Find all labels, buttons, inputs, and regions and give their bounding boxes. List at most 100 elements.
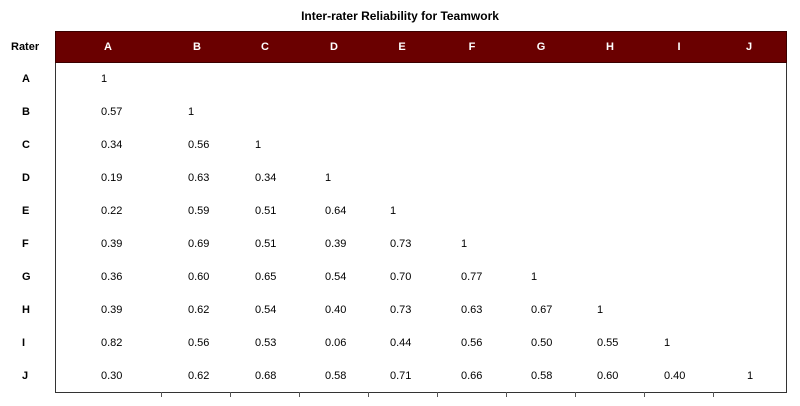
rater-header: Rater	[11, 41, 40, 53]
bottom-tick	[161, 392, 162, 397]
table-cell: 0.39	[325, 238, 347, 250]
table-cell: 0.63	[188, 172, 210, 184]
table-cell: 0.82	[101, 337, 123, 349]
header-row: Rater A B C D E F G H I J	[0, 31, 800, 63]
table-cell: 0.40	[325, 304, 347, 316]
bottom-tick	[506, 392, 507, 397]
table-cell: 1	[664, 337, 671, 349]
bottom-tick	[299, 392, 300, 397]
table-row: J 0.30 0.62 0.68 0.58 0.71 0.66 0.58 0.60 0.40 1	[0, 360, 800, 393]
table-cell: 0.60	[597, 370, 619, 382]
table-row: G 0.36 0.60 0.65 0.54 0.70 0.77 1	[0, 261, 800, 294]
table-row: D 0.19 0.63 0.34 1	[0, 162, 800, 195]
table-cell: 0.44	[390, 337, 412, 349]
bottom-tick	[644, 392, 645, 397]
table-cell: 0.56	[461, 337, 483, 349]
table-cell: 1	[188, 106, 195, 118]
bottom-tick	[437, 392, 438, 397]
table-row: E 0.22 0.59 0.51 0.64 1	[0, 195, 800, 228]
table-cell: 0.62	[188, 304, 210, 316]
table-cell: 0.51	[255, 238, 277, 250]
table-cell: 0.67	[531, 304, 553, 316]
table-cell: 0.40	[664, 370, 686, 382]
table-row: I 0.82 0.56 0.53 0.06 0.44 0.56 0.50 0.55 1	[0, 327, 800, 360]
row-label: J	[22, 370, 29, 382]
table-cell: 0.53	[255, 337, 277, 349]
column-header-a: A	[104, 41, 112, 53]
table-cell: 0.34	[101, 139, 123, 151]
table-cell: 0.63	[461, 304, 483, 316]
column-header-band	[55, 31, 787, 63]
row-label: E	[22, 205, 30, 217]
table-cell: 0.39	[101, 238, 123, 250]
matrix-rows: A 1 B 0.57 1 C 0.34 0.56 1 D 0.19 0.63 0.34 1 E 0.22 0.5…	[0, 63, 800, 393]
column-header-f: F	[468, 41, 476, 53]
table-cell: 0.39	[101, 304, 123, 316]
table-row: H 0.39 0.62 0.54 0.40 0.73 0.63 0.67 1	[0, 294, 800, 327]
row-label: H	[22, 304, 30, 316]
table-row: C 0.34 0.56 1	[0, 129, 800, 162]
bottom-tick	[713, 392, 714, 397]
row-label: I	[22, 337, 26, 349]
row-label: F	[22, 238, 29, 250]
column-header-i: I	[677, 41, 681, 53]
table-cell: 1	[747, 370, 754, 382]
column-header-g: G	[536, 41, 546, 53]
matrix-body-frame	[55, 63, 787, 397]
bottom-tick	[230, 392, 231, 397]
table-cell: 0.64	[325, 205, 347, 217]
table-cell: 1	[531, 271, 538, 283]
row-label: C	[22, 139, 30, 151]
table-title: Inter-rater Reliability for Teamwork	[301, 9, 499, 23]
table-cell: 0.58	[531, 370, 553, 382]
row-label: A	[22, 73, 30, 85]
table-cell: 0.58	[325, 370, 347, 382]
column-header-b: B	[193, 41, 201, 53]
bottom-tick	[368, 392, 369, 397]
column-header-c: C	[261, 41, 269, 53]
table-cell: 1	[461, 238, 468, 250]
table-cell: 0.68	[255, 370, 277, 382]
table-cell: 0.50	[531, 337, 553, 349]
table-cell: 0.54	[325, 271, 347, 283]
table-cell: 0.56	[188, 337, 210, 349]
table-cell: 1	[390, 205, 397, 217]
table-cell: 0.22	[101, 205, 123, 217]
table-cell: 0.77	[461, 271, 483, 283]
table-cell: 0.30	[101, 370, 123, 382]
bottom-tick	[575, 392, 576, 397]
table-cell: 0.34	[255, 172, 277, 184]
table-cell: 0.56	[188, 139, 210, 151]
table-cell: 0.73	[390, 238, 412, 250]
table-row: B 0.57 1	[0, 96, 800, 129]
table-cell: 0.62	[188, 370, 210, 382]
table-cell: 0.73	[390, 304, 412, 316]
row-label: G	[22, 271, 31, 283]
table-cell: 1	[597, 304, 604, 316]
column-header-e: E	[398, 41, 406, 53]
table-cell: 0.57	[101, 106, 123, 118]
table-cell: 0.59	[188, 205, 210, 217]
table-cell: 1	[255, 139, 262, 151]
table-cell: 0.19	[101, 172, 123, 184]
row-label: D	[22, 172, 30, 184]
table-cell: 0.60	[188, 271, 210, 283]
column-header-h: H	[606, 41, 614, 53]
table-cell: 0.70	[390, 271, 412, 283]
table-cell: 1	[101, 73, 108, 85]
table-row: F 0.39 0.69 0.51 0.39 0.73 1	[0, 228, 800, 261]
table-cell: 0.69	[188, 238, 210, 250]
table-cell: 0.51	[255, 205, 277, 217]
table-cell: 0.65	[255, 271, 277, 283]
column-header-d: D	[330, 41, 338, 53]
row-label: B	[22, 106, 30, 118]
table-cell: 0.06	[325, 337, 347, 349]
column-header-j: J	[745, 41, 753, 53]
table-cell: 0.54	[255, 304, 277, 316]
table-cell: 0.71	[390, 370, 412, 382]
table-cell: 0.36	[101, 271, 123, 283]
table-cell: 1	[325, 172, 332, 184]
table-cell: 0.66	[461, 370, 483, 382]
